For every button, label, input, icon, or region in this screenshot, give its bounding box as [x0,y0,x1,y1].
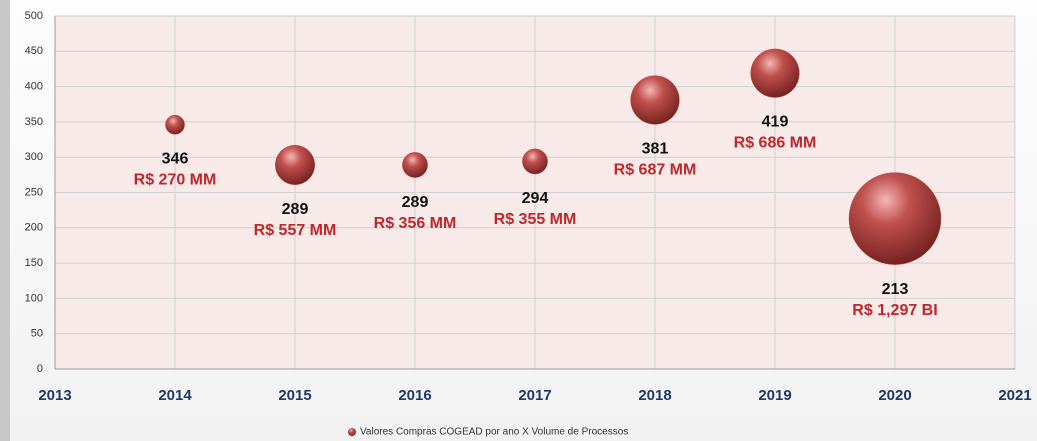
value-label: 346 [162,151,189,168]
legend-marker [348,428,356,436]
value-label: 294 [522,190,549,207]
x-tick-label: 2018 [638,387,671,404]
legend-label: Valores Compras COGEAD por ano X Volume … [360,427,628,438]
y-tick-label: 300 [25,151,43,163]
value-label: 289 [402,194,429,211]
y-tick-label: 0 [37,363,43,375]
bubble [630,75,680,125]
x-tick-label: 2021 [998,387,1031,404]
size-label: R$ 356 MM [374,215,457,232]
y-tick-label: 400 [25,81,43,93]
y-tick-label: 50 [31,328,43,340]
value-label: 419 [762,114,789,131]
y-tick-label: 100 [25,292,43,304]
size-label: R$ 687 MM [614,162,697,179]
y-tick-label: 250 [25,186,43,198]
x-tick-label: 2013 [38,387,71,404]
bubble [522,148,548,175]
value-label: 289 [282,201,309,218]
legend: Valores Compras COGEAD por ano X Volume … [348,427,628,438]
bubble [165,114,185,135]
left-strip [0,0,10,441]
value-label: 381 [642,141,669,158]
x-tick-label: 2015 [278,387,311,404]
y-tick-label: 150 [25,257,43,269]
size-label: R$ 557 MM [254,222,337,239]
bubble [274,144,316,185]
bubble [848,172,942,265]
x-tick-label: 2017 [518,387,551,404]
y-tick-label: 450 [25,45,43,57]
size-label: R$ 270 MM [134,172,217,189]
y-tick-label: 500 [25,10,43,22]
size-label: R$ 355 MM [494,211,577,228]
x-tick-label: 2019 [758,387,791,404]
x-tick-label: 2014 [158,387,192,404]
x-tick-label: 2020 [878,387,911,404]
size-label: R$ 1,297 BI [852,302,937,319]
x-tick-label: 2016 [398,387,431,404]
y-tick-label: 200 [25,222,43,234]
bubble [402,152,428,178]
y-tick-label: 350 [25,116,43,128]
size-label: R$ 686 MM [734,135,817,152]
bubble [750,48,800,98]
value-label: 213 [882,281,909,298]
